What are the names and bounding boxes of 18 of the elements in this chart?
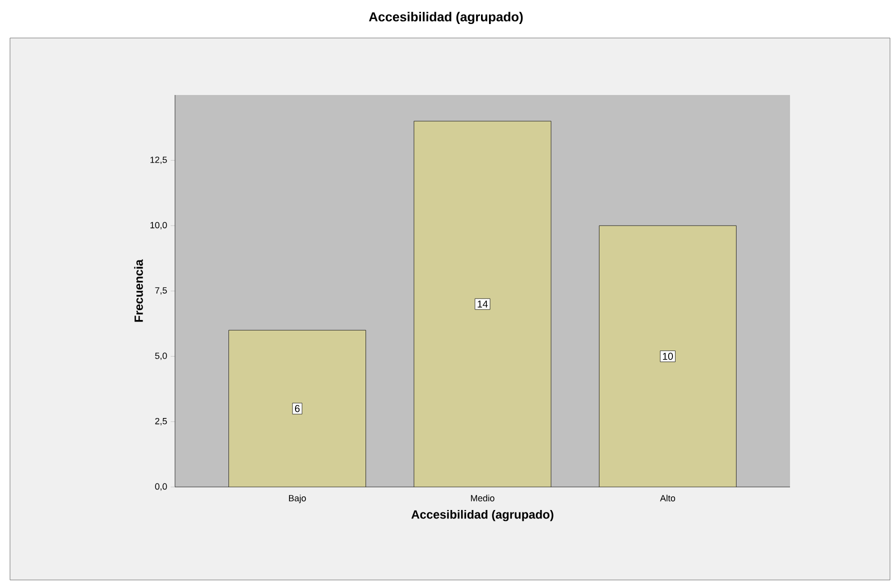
y-axis-title: Frecuencia — [134, 259, 143, 322]
x-tick-label: Alto — [660, 494, 676, 502]
x-axis-title: Accesibilidad (agrupado) — [411, 510, 554, 522]
data-label: 14 — [478, 300, 488, 308]
y-tick-label: 0,0 — [155, 483, 167, 491]
x-tick-label: Medio — [471, 494, 494, 502]
bar — [414, 121, 552, 487]
y-tick-label: 5,0 — [155, 352, 167, 360]
bar — [599, 225, 736, 487]
y-tick-label: 10,0 — [150, 222, 167, 230]
y-tick-label: 2,5 — [155, 418, 167, 426]
y-tick-label: 7,5 — [155, 287, 167, 295]
y-tick-label: 12,5 — [150, 156, 167, 164]
x-tick-label: Bajo — [289, 494, 306, 504]
data-label: 10 — [662, 352, 673, 360]
bar — [228, 330, 366, 487]
chart-title: Accesibilidad (agrupado) — [368, 12, 523, 24]
data-label: 6 — [294, 405, 300, 412]
